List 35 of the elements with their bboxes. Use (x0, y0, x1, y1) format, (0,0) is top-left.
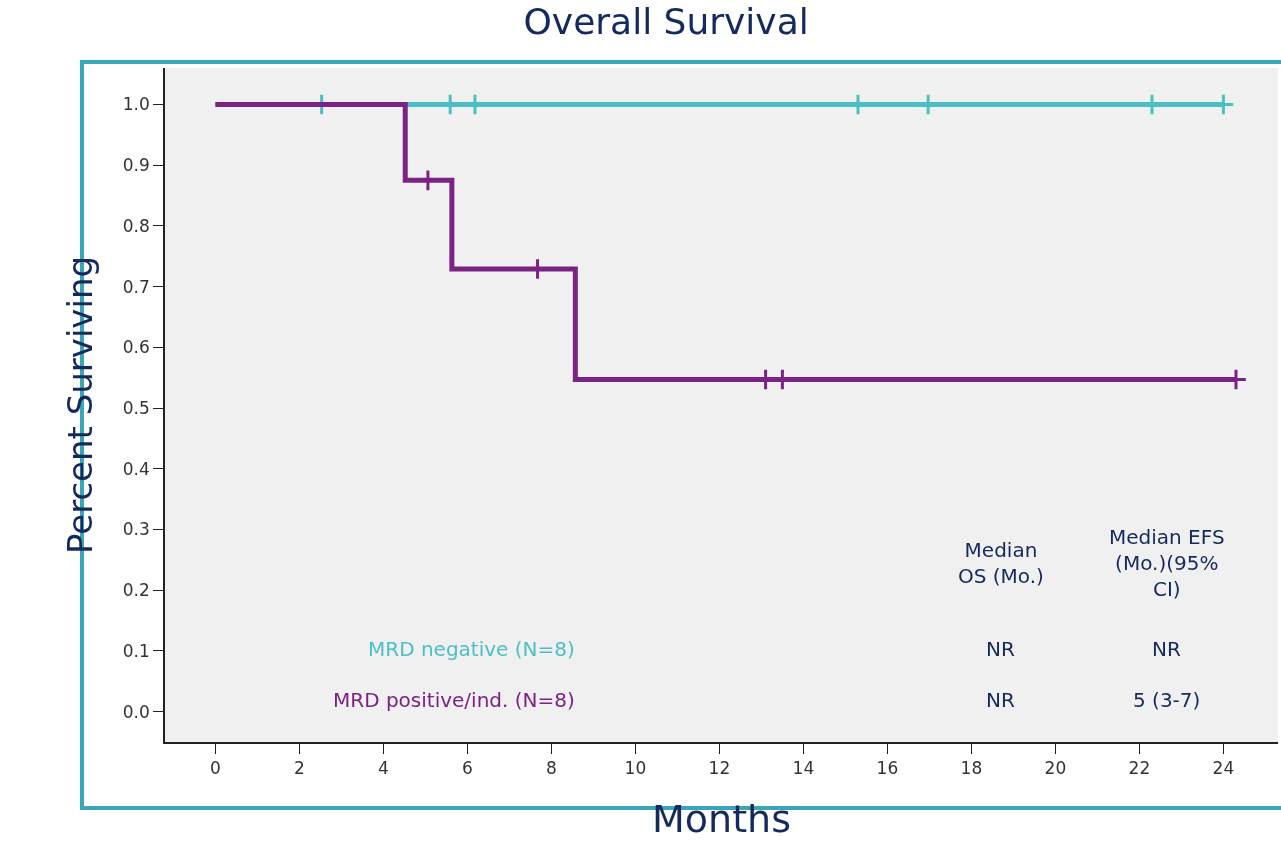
y-tick-label: 0.4 (122, 458, 150, 479)
y-tick-label: 0.8 (122, 215, 150, 236)
annotation: NR (986, 637, 1015, 661)
x-tick-label: 14 (792, 758, 815, 779)
x-tick-label: 8 (545, 758, 557, 779)
x-tick-label: 6 (461, 758, 473, 779)
annotation: NR (1152, 637, 1181, 661)
y-tick-label: 0.7 (122, 276, 150, 297)
x-tick-label: 2 (293, 758, 305, 779)
y-tick-label: 1.0 (122, 94, 150, 115)
x-tick-label: 18 (960, 758, 983, 779)
y-tick-label: 0.3 (122, 519, 150, 540)
x-tick-label: 22 (1128, 758, 1151, 779)
x-tick-label: 24 (1212, 758, 1235, 779)
y-tick-label: 0.6 (122, 337, 150, 358)
chart-title: Overall Survival (523, 0, 809, 42)
text: MRD positive/ind. (N=8) (333, 688, 575, 712)
x-tick-label: 0 (209, 758, 221, 779)
text: MRD negative (N=8) (368, 637, 575, 661)
y-axis-title: Percent Surviving (59, 255, 100, 555)
x-tick-label: 10 (624, 758, 647, 779)
y-tick-label: 0.2 (122, 580, 150, 601)
x-tick-label: 20 (1044, 758, 1067, 779)
x-tick-label: 4 (377, 758, 389, 779)
annotation: Median OS (Mo.) (958, 538, 1044, 588)
annotation: 5 (3-7) (1133, 688, 1201, 712)
y-tick-label: 0.5 (122, 397, 150, 418)
annotation: NR (986, 688, 1015, 712)
annotation: Median EFS (Mo.)(95% CI) (1109, 525, 1225, 601)
x-axis-title: Months (652, 796, 791, 841)
y-tick-label: 0.9 (122, 155, 150, 176)
y-tick-label: 0.0 (122, 701, 150, 722)
x-tick-label: 16 (876, 758, 899, 779)
x-tick-label: 12 (708, 758, 731, 779)
y-tick-label: 0.1 (122, 640, 150, 661)
